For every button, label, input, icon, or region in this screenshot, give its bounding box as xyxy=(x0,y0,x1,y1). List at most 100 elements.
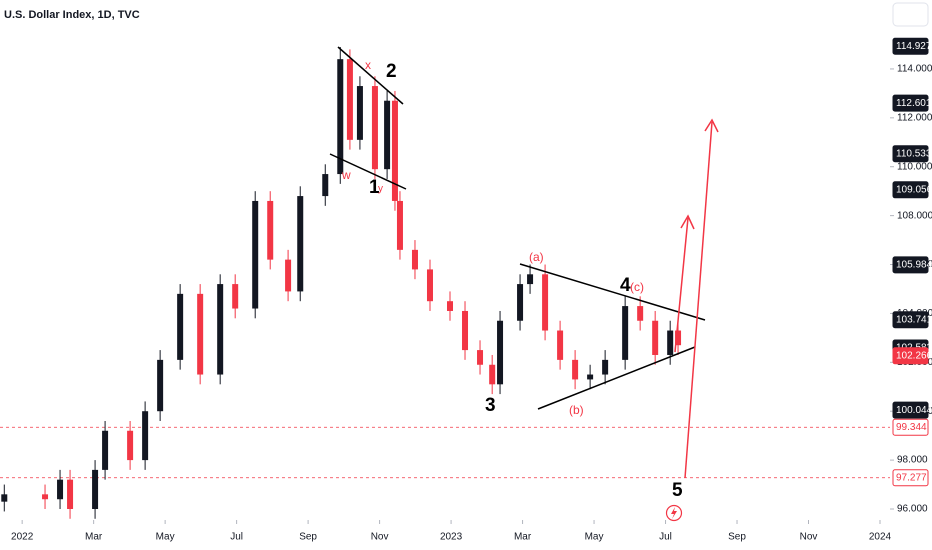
x-tick-label: Nov xyxy=(800,532,818,543)
candle-body xyxy=(177,293,184,360)
wave-label: x xyxy=(365,58,371,72)
wave-label: 1 xyxy=(369,177,380,198)
candle-body xyxy=(411,249,418,270)
candle-body xyxy=(267,200,274,260)
candle-body xyxy=(384,100,391,170)
x-tick-label: 2024 xyxy=(869,532,892,543)
price-label-box xyxy=(892,94,929,112)
x-tick-label: 2023 xyxy=(440,532,463,543)
candle-body xyxy=(572,359,579,380)
y-tick-label: 112.000 xyxy=(897,112,932,123)
candle-body xyxy=(337,59,344,175)
x-tick-label: Jul xyxy=(659,532,672,543)
price-label: 103.741 xyxy=(896,314,932,325)
wave-label: y xyxy=(378,184,383,195)
candle-body xyxy=(497,320,504,385)
price-label-box xyxy=(892,256,929,274)
candle-body xyxy=(622,306,629,360)
candle-body xyxy=(489,364,496,385)
trendline xyxy=(537,346,696,410)
x-tick-label: Mar xyxy=(85,532,103,543)
wave-label: (c) xyxy=(630,280,644,294)
x-tick-label: May xyxy=(156,532,175,543)
wave-label: (a) xyxy=(529,250,544,264)
plot-area xyxy=(0,46,890,519)
price-label: 97.277 xyxy=(896,472,927,483)
price-label: 114.927 xyxy=(896,41,932,52)
x-tick-label: Mar xyxy=(514,532,532,543)
price-label-box xyxy=(892,469,929,487)
arrow-head xyxy=(680,214,695,230)
candle-body xyxy=(102,430,109,470)
wave-label: 3 xyxy=(485,395,496,416)
event-icon-bolt xyxy=(671,507,677,519)
settings-button[interactable] xyxy=(892,2,929,27)
candle-body xyxy=(477,350,484,365)
price-label: 110.533 xyxy=(896,148,932,159)
price-label-box xyxy=(892,145,929,163)
candle-body xyxy=(217,284,224,375)
candle-body xyxy=(557,330,564,360)
candle-body xyxy=(67,479,74,509)
candle-body xyxy=(57,479,64,500)
candle-body xyxy=(297,196,304,292)
candle-body xyxy=(346,59,353,140)
x-tick-label: Jul xyxy=(230,532,243,543)
wave-label: 2 xyxy=(386,61,397,82)
trendline xyxy=(337,46,404,105)
candle-body xyxy=(602,359,609,375)
arrow xyxy=(674,217,689,353)
price-label: 99.344 xyxy=(896,422,927,433)
arrow xyxy=(684,121,713,479)
candle-body xyxy=(356,86,363,140)
candle-body xyxy=(371,86,378,170)
candle-body xyxy=(252,200,259,309)
price-label-box xyxy=(892,418,929,436)
candle-body xyxy=(1,494,8,502)
trendline xyxy=(519,263,706,321)
wave-label: 4 xyxy=(620,275,631,296)
candle-body xyxy=(285,259,292,292)
candle-body xyxy=(396,200,403,250)
price-label-box xyxy=(892,311,929,329)
y-tick-label: 96.000 xyxy=(897,504,928,515)
candle-body xyxy=(127,430,134,461)
x-tick-label: May xyxy=(585,532,604,543)
arrow-head xyxy=(704,118,719,133)
price-label-box xyxy=(892,37,929,55)
price-label-box xyxy=(892,347,929,365)
candle-body xyxy=(527,274,534,285)
x-tick-label: Sep xyxy=(299,532,317,543)
candle-body xyxy=(42,494,49,500)
candle-body xyxy=(391,100,398,201)
candle-body xyxy=(652,320,659,355)
price-label-box xyxy=(892,181,929,199)
candle-body xyxy=(637,306,644,321)
candle-body xyxy=(462,310,469,351)
x-tick-label: Nov xyxy=(371,532,389,543)
wave-label: 5 xyxy=(672,480,683,501)
trendline xyxy=(329,153,407,190)
candle-body xyxy=(142,411,149,461)
price-label: 112.601 xyxy=(896,98,932,109)
x-tick-label: 2022 xyxy=(11,532,34,543)
candle-body xyxy=(322,174,329,197)
chart-title: U.S. Dollar Index, 1D, TVC xyxy=(4,9,140,21)
candle-body xyxy=(587,374,594,380)
candle-body xyxy=(675,330,682,346)
x-tick-label: Sep xyxy=(728,532,746,543)
y-tick-label: 98.000 xyxy=(897,455,928,466)
candle-body xyxy=(447,301,454,311)
candle-body xyxy=(517,284,524,321)
candle-body xyxy=(157,359,164,412)
candle-body xyxy=(197,293,204,375)
candle-body xyxy=(542,274,549,331)
price-label: 100.044 xyxy=(896,405,932,416)
projection-arrows xyxy=(674,118,719,479)
price-label-box xyxy=(892,401,929,419)
y-tick-label: 114.000 xyxy=(897,64,932,75)
candle-body xyxy=(667,330,674,355)
wave-label: (b) xyxy=(569,403,584,417)
